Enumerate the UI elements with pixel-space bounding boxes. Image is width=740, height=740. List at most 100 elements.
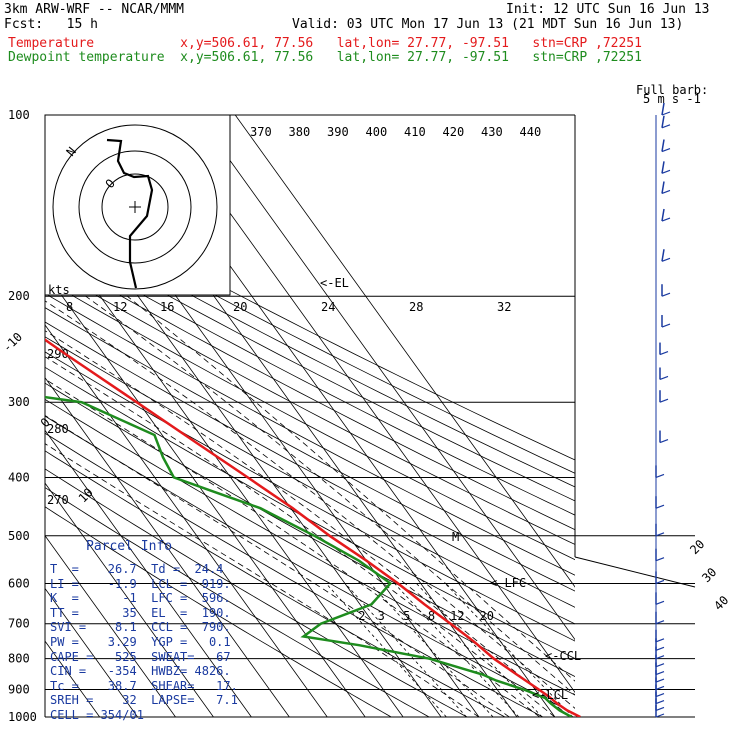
isotherm-label-10: 10 <box>76 485 96 505</box>
barb-legend-title: Full barb: <box>636 83 708 97</box>
lfc-marker: <-LFC <box>490 576 526 590</box>
pressure-label-600: 600 <box>8 576 30 590</box>
dry-adiabat-300 <box>45 415 575 715</box>
wind-barb-175 <box>661 249 665 262</box>
parcel-info-row: SVI = 8.1 CCL = 790. <box>50 620 231 635</box>
wind-flag-900 <box>655 685 665 691</box>
mixing-ratio-label-2: 2 <box>358 609 365 623</box>
dry-adiabat-340 <box>45 351 575 642</box>
wind-flag-135 <box>661 189 671 195</box>
mixing-ratio-label-5: 5 <box>403 609 410 623</box>
wind-flag-775 <box>655 646 665 651</box>
theta-label-420: 420 <box>443 125 465 139</box>
hodograph-units: kts <box>48 283 70 297</box>
wind-flag-800 <box>655 655 665 660</box>
wind-flag-225 <box>661 323 671 328</box>
pressure-label-100: 100 <box>8 108 30 122</box>
wind-flag-175 <box>661 257 671 262</box>
wind-barb-125 <box>661 161 665 174</box>
moist-adiabat-8 <box>45 414 510 717</box>
dry-adiabat-280 <box>45 450 506 717</box>
dry-adiabat-420 <box>45 239 575 516</box>
wind-flag-300 <box>659 398 669 403</box>
wind-barb-100 <box>661 102 665 116</box>
temperature-profile <box>45 115 581 717</box>
isotherm--30 <box>45 271 366 717</box>
wind-flag-750 <box>655 638 665 643</box>
dry-adiabat-290 <box>45 432 544 717</box>
wind-flag-925 <box>655 693 665 698</box>
pressure-label-400: 400 <box>8 470 30 484</box>
pressure-label-700: 700 <box>8 617 30 631</box>
dry-adiabat-330 <box>45 366 575 659</box>
wind-flag-350 <box>659 438 669 444</box>
parcel-info-title: Parcel Info <box>86 539 173 554</box>
mixing-ratio-label-3: 3 <box>378 609 385 623</box>
wind-flag-1000 <box>655 713 665 718</box>
hodograph-ring-0 <box>52 124 218 290</box>
side-theta-label-270: 270 <box>47 493 69 507</box>
dry-adiabat-460 <box>45 190 575 461</box>
theta-label-380: 380 <box>289 125 311 139</box>
mixing-ratio-label-20: 20 <box>480 609 494 623</box>
parcel-info-row: CELL = 354/01 <box>50 708 144 722</box>
ccl-marker: <-CCL <box>545 649 581 663</box>
theta-label-410: 410 <box>404 125 426 139</box>
dewpoint-profile <box>45 115 573 717</box>
temperature-legend: Temperature x,y=506.61, 77.56 lat,lon= 2… <box>8 36 642 51</box>
parcel-info-row: T = 26.7 Td = 24.4 <box>50 562 224 576</box>
side-theta-label-290: 290 <box>47 347 69 361</box>
parcel-info-row: Tc = 38.7 SHEAR= 17. <box>50 678 238 693</box>
isotherm-label-40: 40 <box>711 593 731 613</box>
wind-flag-825 <box>655 663 665 668</box>
wind-flag-150 <box>661 217 671 222</box>
wind-flag-700 <box>655 620 665 625</box>
dry-adiabat-380 <box>45 293 575 576</box>
isotherm--90 <box>45 587 138 717</box>
theta-label-430: 430 <box>481 125 503 139</box>
wind-flag-650 <box>655 600 665 605</box>
isotherm--80 <box>45 535 176 717</box>
pressure-label-900: 900 <box>8 682 30 696</box>
wind-barb-135 <box>661 181 665 194</box>
el-marker: <-EL <box>320 276 349 290</box>
dry-adiabat-270 <box>45 468 468 717</box>
dry-adiabat-390 <box>45 279 575 561</box>
isotherm--60 <box>45 429 252 717</box>
thetae-label-28: 28 <box>409 300 423 314</box>
wind-barb-115 <box>661 139 665 152</box>
theta-label-390: 390 <box>327 125 349 139</box>
isotherm-label-20: 20 <box>687 537 707 557</box>
parcel-info-row: SREH = 32 LAPSE= 7.1 <box>50 693 238 708</box>
pressure-label-300: 300 <box>8 395 30 409</box>
wind-flag-600 <box>655 579 665 585</box>
model-label: 3km ARW-WRF -- NCAR/MMM <box>4 2 185 17</box>
dewpoint-legend: Dewpoint temperature x,y=506.61, 77.56 l… <box>8 50 642 65</box>
isotherm--20 <box>45 218 404 717</box>
wind-flag-550 <box>655 557 665 562</box>
thetae-label-32: 32 <box>497 300 511 314</box>
dry-adiabat-400 <box>45 265 575 545</box>
lcl-marker: <-LCL <box>532 688 568 702</box>
hodograph-ring-label-8: 8 <box>66 300 73 314</box>
wind-flag-875 <box>655 678 665 683</box>
forecast-hour: Fcst: 15 h <box>4 17 98 32</box>
hodograph-ring-2 <box>101 173 169 241</box>
isotherm-label-30: 30 <box>699 565 719 585</box>
theta-label-370: 370 <box>250 125 272 139</box>
wind-flag-250 <box>659 350 669 356</box>
thetae-label-20: 20 <box>233 300 247 314</box>
right-frame-diag <box>574 556 696 588</box>
wind-flag-100 <box>661 111 671 116</box>
dry-adiabat-450 <box>45 202 575 474</box>
wind-flag-975 <box>655 706 665 711</box>
wind-barbs <box>655 102 671 718</box>
wind-flag-275 <box>659 375 669 381</box>
wind-flag-950 <box>655 700 665 705</box>
side-theta-label-280: 280 <box>47 422 69 436</box>
wind-flag-850 <box>655 670 665 676</box>
moist-adiabat-24 <box>45 330 571 717</box>
thetae-label-24: 24 <box>321 300 335 314</box>
barb-legend-value: 5 m s -1 <box>643 92 701 106</box>
